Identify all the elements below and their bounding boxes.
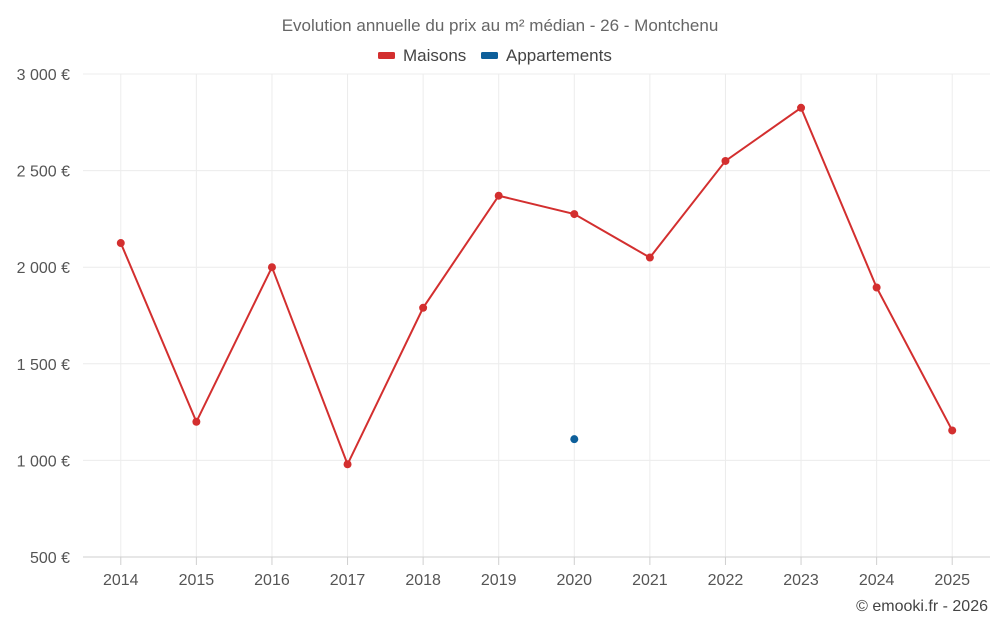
y-tick-label: 2 500 € bbox=[17, 164, 70, 181]
data-point-maisons-2014[interactable] bbox=[116, 239, 125, 248]
series bbox=[116, 103, 957, 469]
y-tick-label: 500 € bbox=[30, 550, 70, 567]
data-point-maisons-2015[interactable] bbox=[192, 417, 201, 426]
legend-item-appartements[interactable]: Appartements bbox=[481, 46, 612, 65]
data-point-maisons-2024[interactable] bbox=[872, 283, 881, 292]
data-point-maisons-2017[interactable] bbox=[343, 460, 352, 469]
data-point-maisons-2023[interactable] bbox=[797, 103, 806, 112]
y-tick-label: 2 000 € bbox=[17, 260, 70, 277]
legend-swatch bbox=[378, 52, 395, 59]
x-axis: 2014 2015 2016 2017 2018 2019 2020 2021 2022 2023… bbox=[83, 556, 990, 589]
data-point-maisons-2022[interactable] bbox=[721, 156, 730, 165]
data-point-maisons-2016[interactable] bbox=[267, 263, 276, 272]
series-line-maisons bbox=[119, 106, 954, 467]
x-tick-label: 2024 bbox=[859, 572, 895, 589]
y-tick-label: 3 000 € bbox=[17, 67, 70, 84]
data-point-appartements-2020[interactable] bbox=[570, 435, 579, 444]
x-tick-label: 2021 bbox=[632, 572, 668, 589]
grid bbox=[83, 73, 990, 557]
y-axis: 500 € 1 000 € 1 500 € 2 000 € 2 500 € 3 000 € bbox=[17, 67, 70, 567]
legend-label: Appartements bbox=[506, 46, 612, 65]
x-tick-label: 2017 bbox=[330, 572, 366, 589]
data-point-maisons-2021[interactable] bbox=[645, 253, 654, 262]
data-point-maisons-2020[interactable] bbox=[570, 210, 579, 219]
y-tick-label: 1 500 € bbox=[17, 357, 70, 374]
legend-item-maisons[interactable]: Maisons bbox=[378, 46, 466, 65]
legend-swatch bbox=[481, 52, 498, 59]
x-tick-label: 2022 bbox=[708, 572, 744, 589]
x-tick-label: 2016 bbox=[254, 572, 290, 589]
x-tick-label: 2015 bbox=[179, 572, 215, 589]
x-tick-label: 2019 bbox=[481, 572, 517, 589]
data-point-maisons-2018[interactable] bbox=[419, 303, 428, 312]
x-tick-label: 2014 bbox=[103, 572, 139, 589]
chart-title: Evolution annuelle du prix au m² médian … bbox=[282, 16, 719, 35]
data-point-maisons-2025[interactable] bbox=[948, 426, 957, 435]
x-tick-label: 2020 bbox=[556, 572, 592, 589]
x-tick-label: 2023 bbox=[783, 572, 819, 589]
credit-text: © emooki.fr - 2026 bbox=[856, 598, 988, 615]
y-tick-label: 1 000 € bbox=[17, 453, 70, 470]
legend-label: Maisons bbox=[403, 46, 466, 65]
x-tick-label: 2018 bbox=[405, 572, 441, 589]
legend: Maisons Appartements bbox=[378, 46, 612, 65]
x-tick-label: 2025 bbox=[934, 572, 970, 589]
data-point-maisons-2019[interactable] bbox=[494, 191, 503, 200]
